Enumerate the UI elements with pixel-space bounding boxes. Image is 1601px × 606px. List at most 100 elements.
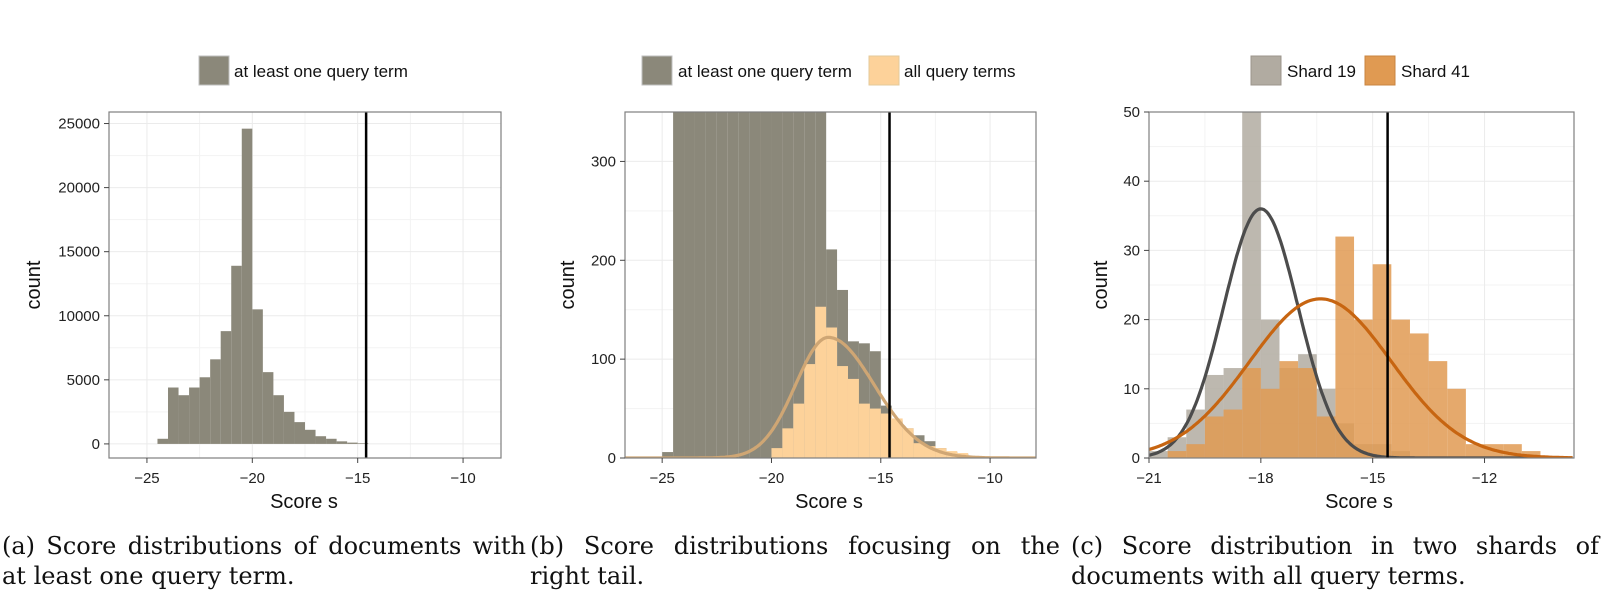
- hist-bar: [1223, 409, 1243, 458]
- hist-bar: [1428, 361, 1448, 458]
- axes-b: −25 −20 −15 −10 0 100 200 300: [591, 153, 1003, 487]
- legend-a-swatch-0: [198, 55, 230, 86]
- legend-a-label-0: at least one query term: [234, 62, 408, 81]
- hist-bar: [662, 452, 674, 458]
- hist-bar: [924, 446, 936, 458]
- panel-a-xlabel: Score s: [270, 491, 338, 513]
- legend-b-swatch-0: [641, 55, 673, 86]
- hist-bar: [869, 408, 881, 458]
- hist-bar: [760, 112, 772, 458]
- y-tick-label: 20000: [58, 180, 100, 197]
- legend-b-label-0: at least one query term: [678, 62, 852, 81]
- series-a-0: [157, 128, 369, 444]
- y-tick-label: 10: [1123, 381, 1140, 398]
- hist-bar: [771, 448, 783, 458]
- hist-bar: [347, 442, 358, 444]
- hist-bar: [771, 112, 783, 458]
- marks-b: [625, 112, 1036, 458]
- hist-bar: [891, 418, 903, 458]
- legend-c-label-0: Shard 19: [1287, 62, 1356, 81]
- y-tick-label: 15000: [58, 244, 100, 261]
- hist-bar: [858, 343, 870, 458]
- series-c-1: [1167, 236, 1541, 458]
- hist-bar: [793, 112, 805, 458]
- hist-bar: [336, 441, 348, 444]
- hist-bar: [1316, 416, 1336, 458]
- hist-bar: [1279, 361, 1299, 458]
- x-tick-label: −10: [977, 470, 1002, 487]
- hist-bar: [1260, 388, 1280, 458]
- hist-bar: [826, 327, 838, 458]
- hist-bar: [273, 395, 284, 444]
- hist-bar: [716, 112, 728, 458]
- legend-b-swatch-1: [868, 55, 900, 86]
- y-tick-label: 100: [591, 351, 616, 368]
- hist-bar: [1149, 451, 1168, 458]
- y-tick-label: 10000: [58, 308, 100, 325]
- caption-a: (a) Score distributions of documents wit…: [2, 532, 526, 590]
- legend-c-swatch-1: [1364, 55, 1396, 86]
- x-tick-label: −20: [240, 470, 265, 487]
- hist-bar: [315, 436, 327, 444]
- hist-bar: [1354, 319, 1373, 458]
- hist-bar: [804, 364, 816, 458]
- legend-a: at least one query term: [198, 55, 408, 86]
- caption-c: (c) Score distribution in two shards of …: [1071, 532, 1599, 590]
- panel-c-xlabel: Score s: [1325, 491, 1393, 513]
- hist-bar: [1465, 444, 1485, 458]
- y-tick-label: 50: [1123, 104, 1140, 121]
- caption-b: (b) Score distributions focusing on the …: [530, 532, 1060, 590]
- legend-b-label-1: all query terms: [904, 62, 1015, 81]
- panel-a-chart: −25 −20 −15 −10 0 5000 10000 15000 20000 25000 at…: [23, 55, 502, 513]
- hist-bar: [1335, 236, 1355, 458]
- hist-bar: [283, 411, 295, 444]
- legend-b: at least one query term all query terms: [641, 55, 1015, 86]
- hist-bar: [1204, 416, 1224, 458]
- y-tick-label: 5000: [67, 372, 100, 389]
- hist-bar: [815, 112, 827, 458]
- panel-border-b: [624, 111, 1037, 459]
- panel-border-a: [108, 111, 502, 459]
- hist-bar: [168, 387, 179, 444]
- hist-bar: [1391, 319, 1410, 458]
- hist-bar: [1167, 451, 1187, 458]
- x-tick-label: −12: [1472, 470, 1497, 487]
- x-tick-label: −10: [450, 470, 475, 487]
- x-tick-label: −15: [1360, 470, 1385, 487]
- hist-bar: [727, 112, 739, 458]
- panel-b-ylabel: count: [557, 260, 579, 309]
- hist-bar: [684, 112, 695, 458]
- hist-bar: [231, 265, 242, 444]
- hist-bar: [199, 377, 211, 444]
- hist-bar: [326, 438, 337, 444]
- fit-curve-c-3: [1149, 297, 1573, 458]
- hist-bar: [847, 378, 859, 458]
- hist-bar: [1242, 368, 1261, 458]
- plot-area-c: −21 −18 −15 −12 0 10 20 30 40 50: [1123, 104, 1575, 487]
- y-tick-label: 40: [1123, 173, 1140, 190]
- hist-bar: [782, 112, 794, 458]
- hist-bar: [1447, 388, 1466, 458]
- y-tick-label: 30: [1123, 242, 1140, 259]
- x-tick-label: −21: [1136, 470, 1161, 487]
- legend-c: Shard 19 Shard 41: [1250, 55, 1470, 86]
- y-tick-label: 200: [591, 252, 616, 269]
- panel-border-c: [1148, 111, 1575, 459]
- plot-area-a: −25 −20 −15 −10 0 5000 10000 15000 20000 25000: [58, 111, 502, 487]
- hist-bar: [157, 438, 169, 444]
- hist-bar: [694, 112, 706, 458]
- legend-c-label-1: Shard 41: [1401, 62, 1470, 81]
- panel-c-ylabel: count: [1090, 260, 1112, 309]
- hist-bar: [241, 128, 253, 444]
- hist-bar: [782, 428, 794, 458]
- marks-c: [1149, 112, 1573, 458]
- y-tick-label: 0: [92, 436, 100, 453]
- hist-bar: [804, 112, 816, 458]
- hist-bar: [262, 372, 274, 444]
- panel-c-chart: −21 −18 −15 −12 0 10 20 30 40 50 Shard 19 Shard 4…: [1090, 55, 1575, 513]
- x-tick-label: −20: [759, 470, 784, 487]
- hist-bar: [869, 351, 881, 458]
- y-tick-label: 300: [591, 153, 616, 170]
- hist-bar: [913, 443, 925, 458]
- hist-bar: [305, 429, 316, 444]
